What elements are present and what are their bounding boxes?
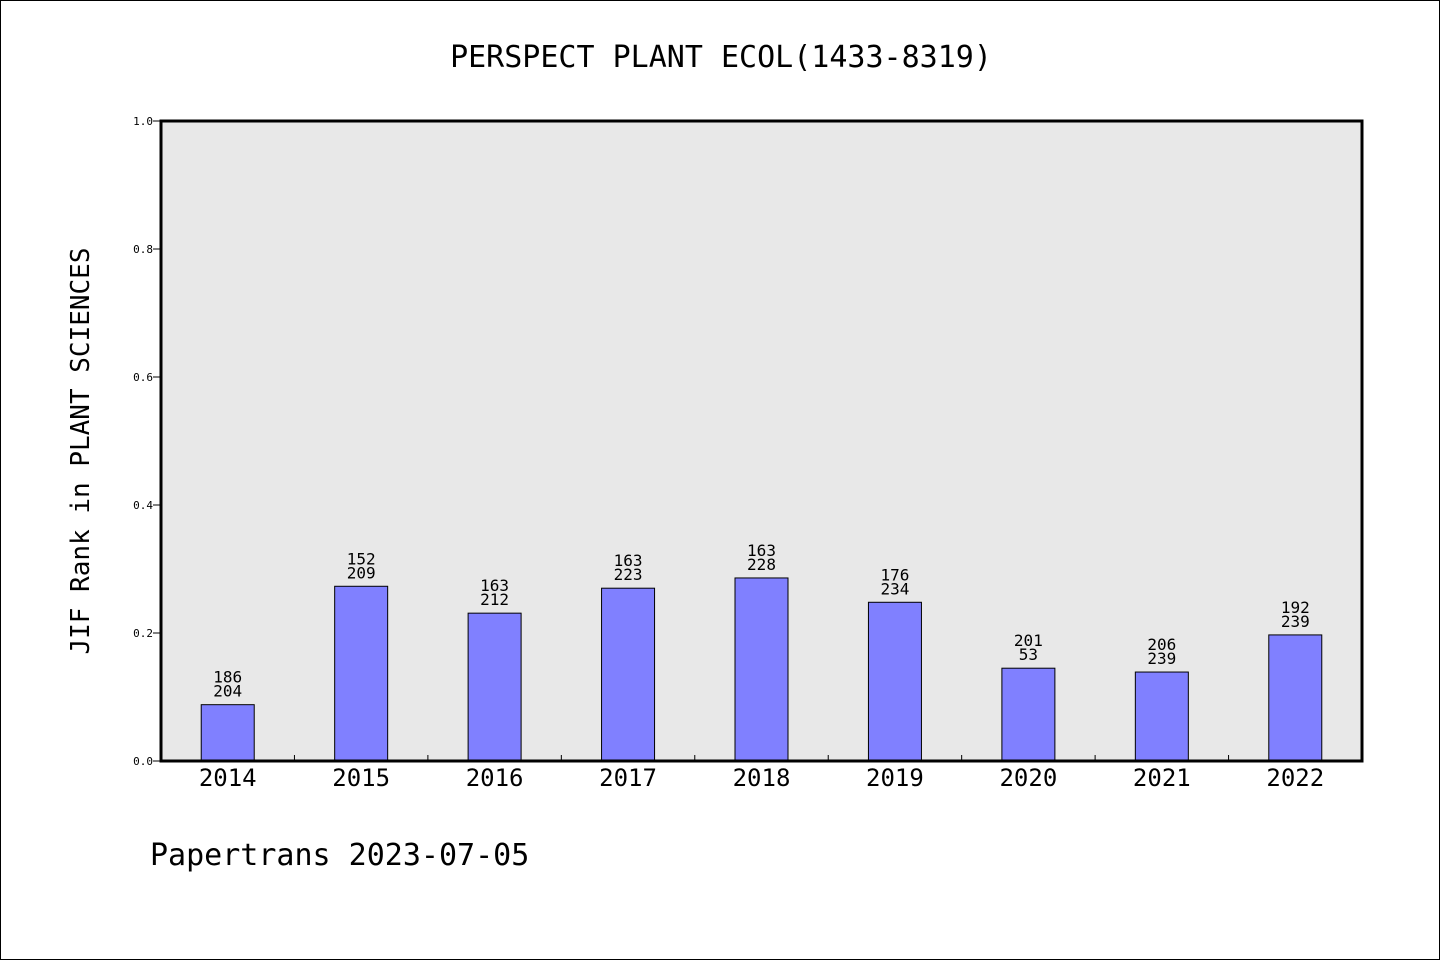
data-label-rank: 163 xyxy=(480,576,509,595)
bar-2014 xyxy=(200,704,255,762)
bar-2020 xyxy=(1001,667,1056,762)
y-tick-label: 0.4 xyxy=(133,499,153,512)
y-axis-label: JIF Rank in PLANT SCIENCES xyxy=(66,248,96,655)
y-tick-label: 0.8 xyxy=(133,243,153,256)
x-tick-label: 2014 xyxy=(199,764,257,792)
data-label-rank: 163 xyxy=(614,551,643,570)
data-label-rank: 186 xyxy=(213,668,242,687)
bar-2021 xyxy=(1134,671,1189,762)
data-label-total: 212 xyxy=(480,590,509,609)
x-tick-label: 2019 xyxy=(866,764,924,792)
x-ticks-group: 2014 2015 2016 2017 2018 2019 2020 2021 2022 xyxy=(199,755,1324,792)
data-label-total: 228 xyxy=(747,555,776,574)
data-label-total: 239 xyxy=(1147,649,1176,668)
bar-2022 xyxy=(1268,634,1323,762)
data-label-total: 209 xyxy=(347,563,376,582)
data-label-total: 204 xyxy=(213,682,242,701)
x-tick-label: 2022 xyxy=(1266,764,1324,792)
data-label-rank: 176 xyxy=(880,565,909,584)
bar-2017 xyxy=(601,587,656,762)
bar-2015 xyxy=(334,585,389,762)
x-tick-label: 2020 xyxy=(999,764,1057,792)
data-labels-group: 1862041522091632121632231632281762342015… xyxy=(213,541,1309,701)
data-label-rank: 163 xyxy=(747,541,776,560)
data-label-total: 53 xyxy=(1019,645,1038,664)
bars-group xyxy=(200,577,1323,762)
x-tick-label: 2017 xyxy=(599,764,657,792)
data-label-rank: 152 xyxy=(347,549,376,568)
chart-title: PERSPECT PLANT ECOL(1433-8319) xyxy=(450,40,992,75)
x-tick-label: 2016 xyxy=(466,764,524,792)
bar-2016 xyxy=(467,612,522,762)
data-label-total: 234 xyxy=(880,579,909,598)
data-label-rank: 192 xyxy=(1281,598,1310,617)
bar-2019 xyxy=(867,601,922,762)
footer-credit: Papertrans 2023-07-05 xyxy=(150,838,529,873)
y-tick-label: 1.0 xyxy=(133,115,153,128)
x-tick-label: 2021 xyxy=(1133,764,1191,792)
plot-border xyxy=(159,119,1364,763)
y-tick-label: 0.6 xyxy=(133,371,153,384)
data-label-total: 223 xyxy=(614,565,643,584)
x-tick-label: 2018 xyxy=(733,764,791,792)
y-tick-label: 0.2 xyxy=(133,627,153,640)
bar-2018 xyxy=(734,577,789,762)
y-ticks-group: 0.0 0.2 0.4 0.6 0.8 1.0 xyxy=(133,115,161,768)
data-label-rank: 206 xyxy=(1147,635,1176,654)
y-tick-label: 0.0 xyxy=(133,755,153,768)
data-label-rank: 201 xyxy=(1014,631,1043,650)
x-tick-label: 2015 xyxy=(332,764,390,792)
data-label-total: 239 xyxy=(1281,612,1310,631)
